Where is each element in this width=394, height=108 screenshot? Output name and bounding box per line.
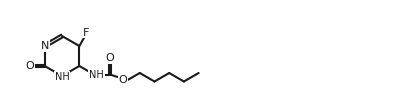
Text: NH: NH	[55, 72, 69, 82]
Text: O: O	[25, 61, 34, 71]
Text: NH: NH	[89, 70, 104, 79]
Text: F: F	[83, 28, 89, 38]
Text: O: O	[106, 53, 114, 64]
Text: N: N	[41, 41, 49, 51]
Text: O: O	[118, 75, 127, 85]
